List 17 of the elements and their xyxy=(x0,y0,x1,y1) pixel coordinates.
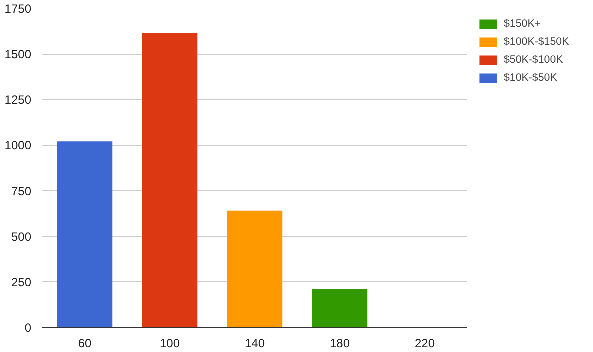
x-tick-label: 140 xyxy=(244,336,266,350)
y-tick-label: 750 xyxy=(11,184,32,198)
x-tick-label: 60 xyxy=(78,336,92,350)
y-tick-label: 1750 xyxy=(4,2,32,16)
legend-label: $50K-$100K xyxy=(504,54,564,66)
x-tick-label: 220 xyxy=(414,336,436,350)
x-tick-label: 180 xyxy=(330,336,350,350)
y-tick-label: 1500 xyxy=(4,48,32,62)
legend-label: $10K-$50K xyxy=(504,72,558,84)
y-tick-label: 500 xyxy=(11,230,32,244)
y-tick-label: 250 xyxy=(11,275,32,290)
legend-label: $150K+ xyxy=(504,18,542,30)
x-tick-label: 100 xyxy=(160,336,180,350)
legend-label: $100K-$150K xyxy=(504,36,570,48)
y-tick-label: 0 xyxy=(24,321,32,335)
y-tick-label: 1000 xyxy=(4,138,32,153)
y-tick-label: 1250 xyxy=(4,93,32,108)
